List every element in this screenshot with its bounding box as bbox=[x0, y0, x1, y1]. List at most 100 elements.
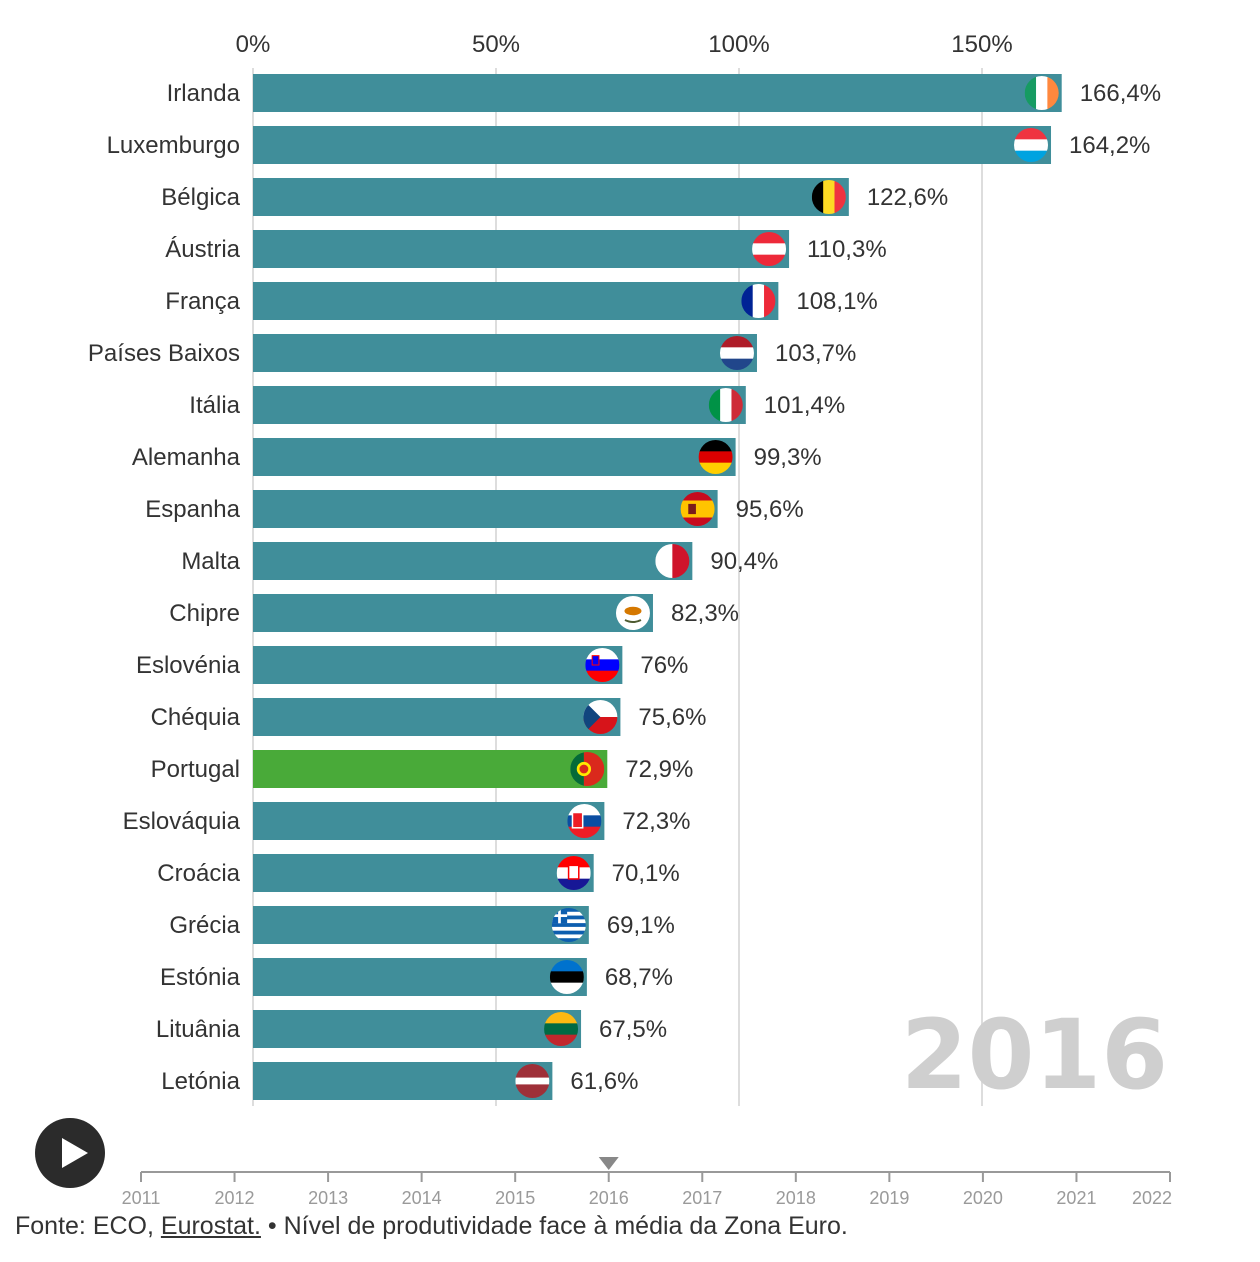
bar bbox=[253, 542, 693, 580]
source-footer: Fonte: ECO, Eurostat. • Nível de produti… bbox=[15, 1212, 848, 1241]
bar-row: Portugal 72,9% bbox=[151, 750, 693, 788]
timeline-year[interactable]: 2015 bbox=[495, 1188, 535, 1208]
flag-cyprus-icon bbox=[615, 596, 650, 630]
category-label: França bbox=[165, 288, 240, 315]
x-tick-label: 100% bbox=[708, 31, 769, 58]
bar bbox=[253, 126, 1052, 164]
bar-row: França 108,1% bbox=[165, 282, 878, 320]
bar bbox=[253, 178, 849, 216]
bar bbox=[253, 386, 746, 424]
current-year-label: 2016 bbox=[901, 999, 1168, 1111]
bar-row: Áustria 110,3% bbox=[165, 230, 887, 268]
flag-slovenia-icon bbox=[585, 648, 620, 682]
bar-row: Estónia 68,7% bbox=[160, 958, 673, 996]
timeline[interactable]: 2011 2012 2013 2014 2015 2016 2017 2018 2019 2020… bbox=[122, 1157, 1172, 1208]
footer-prefix: Fonte: ECO, bbox=[15, 1212, 161, 1240]
value-label: 108,1% bbox=[796, 288, 877, 315]
category-label: Lituânia bbox=[156, 1016, 241, 1043]
x-tick-label: 50% bbox=[472, 31, 520, 58]
bar-row: Eslovénia 76% bbox=[136, 646, 688, 684]
x-tick-label: 0% bbox=[236, 31, 271, 58]
bar bbox=[253, 594, 653, 632]
bar-row: Itália 101,4% bbox=[189, 386, 845, 424]
timeline-year[interactable]: 2013 bbox=[308, 1188, 348, 1208]
play-icon bbox=[62, 1138, 88, 1168]
category-label: Chéquia bbox=[151, 704, 241, 731]
flag-belgium-icon bbox=[811, 180, 846, 214]
flag-malta-icon bbox=[655, 544, 690, 578]
bar bbox=[253, 698, 621, 736]
bar bbox=[253, 1062, 553, 1100]
category-label: Eslováquia bbox=[123, 808, 241, 835]
flag-netherlands-icon bbox=[719, 336, 754, 370]
bar bbox=[253, 438, 736, 476]
flag-portugal-icon bbox=[570, 752, 605, 786]
category-label: Luxemburgo bbox=[107, 132, 240, 159]
bar-row: Letónia 61,6% bbox=[161, 1062, 638, 1100]
bar-row: Países Baixos 103,7% bbox=[88, 334, 856, 372]
flag-slovakia-icon bbox=[567, 804, 602, 838]
timeline-marker[interactable] bbox=[598, 1157, 619, 1170]
eurostat-link[interactable]: Eurostat. bbox=[160, 1212, 261, 1240]
category-label: Itália bbox=[189, 392, 240, 419]
flag-croatia-icon bbox=[556, 856, 591, 890]
bar-row: Irlanda 166,4% bbox=[167, 74, 1161, 112]
category-label: Países Baixos bbox=[88, 340, 240, 367]
category-label: Áustria bbox=[165, 236, 240, 263]
value-label: 67,5% bbox=[599, 1016, 667, 1043]
bar bbox=[253, 750, 608, 788]
bar bbox=[253, 854, 594, 892]
value-label: 69,1% bbox=[607, 912, 675, 939]
value-label: 76% bbox=[640, 652, 688, 679]
bar bbox=[253, 906, 589, 944]
category-label: Espanha bbox=[145, 496, 240, 523]
flag-lithuania-icon bbox=[544, 1012, 579, 1046]
timeline-year[interactable]: 2021 bbox=[1056, 1188, 1096, 1208]
value-label: 122,6% bbox=[867, 184, 948, 211]
flag-italy-icon bbox=[708, 388, 743, 422]
timeline-year[interactable]: 2017 bbox=[682, 1188, 722, 1208]
flag-spain-icon bbox=[680, 492, 715, 526]
category-label: Croácia bbox=[157, 860, 240, 887]
category-label: Grécia bbox=[169, 912, 240, 939]
bar bbox=[253, 490, 718, 528]
bar-row: Croácia 70,1% bbox=[157, 854, 680, 892]
value-label: 70,1% bbox=[612, 860, 680, 887]
play-button[interactable] bbox=[35, 1118, 105, 1188]
bar-row: Espanha 95,6% bbox=[145, 490, 804, 528]
gridlines bbox=[252, 68, 983, 1106]
timeline-year[interactable]: 2020 bbox=[963, 1188, 1003, 1208]
timeline-year[interactable]: 2014 bbox=[402, 1188, 442, 1208]
bar bbox=[253, 958, 587, 996]
timeline-year[interactable]: 2011 bbox=[122, 1188, 161, 1208]
value-label: 95,6% bbox=[736, 496, 804, 523]
timeline-year[interactable]: 2019 bbox=[869, 1188, 909, 1208]
bars: Irlanda 166,4% Luxemburgo 164,2% Bélgica 122,… bbox=[88, 74, 1161, 1100]
value-label: 103,7% bbox=[775, 340, 856, 367]
category-label: Irlanda bbox=[167, 80, 241, 107]
flag-czechia-icon bbox=[583, 700, 618, 734]
category-label: Chipre bbox=[169, 600, 240, 627]
flag-france-icon bbox=[741, 284, 776, 318]
value-label: 82,3% bbox=[671, 600, 739, 627]
timeline-year[interactable]: 2018 bbox=[776, 1188, 816, 1208]
value-label: 99,3% bbox=[754, 444, 822, 471]
bar bbox=[253, 802, 605, 840]
value-label: 68,7% bbox=[605, 964, 673, 991]
category-label: Bélgica bbox=[161, 184, 240, 211]
flag-latvia-icon bbox=[515, 1064, 550, 1098]
timeline-year[interactable]: 2022 bbox=[1132, 1188, 1172, 1208]
category-label: Portugal bbox=[151, 756, 240, 783]
category-label: Malta bbox=[181, 548, 240, 575]
bar-row: Eslováquia 72,3% bbox=[123, 802, 690, 840]
x-tick-label: 150% bbox=[951, 31, 1012, 58]
bar-row: Lituânia 67,5% bbox=[156, 1010, 667, 1048]
bar bbox=[253, 646, 623, 684]
flag-germany-icon bbox=[698, 440, 733, 474]
value-label: 75,6% bbox=[638, 704, 706, 731]
bar-row: Bélgica 122,6% bbox=[161, 178, 948, 216]
value-label: 72,3% bbox=[622, 808, 690, 835]
bar bbox=[253, 334, 757, 372]
timeline-year[interactable]: 2012 bbox=[215, 1188, 255, 1208]
timeline-year[interactable]: 2016 bbox=[589, 1188, 629, 1208]
